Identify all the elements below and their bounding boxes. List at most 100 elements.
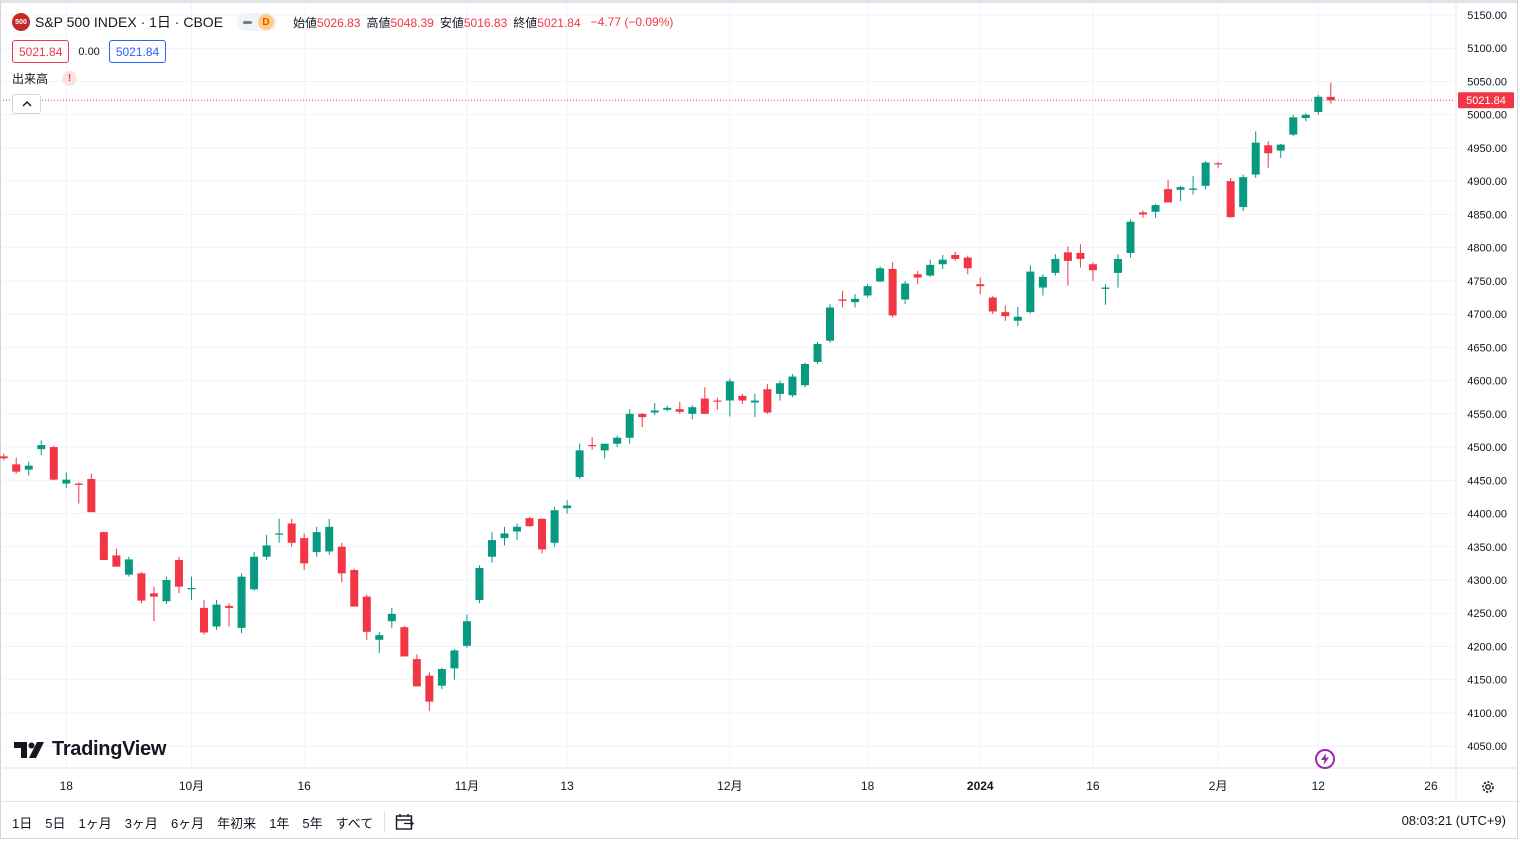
volume-label[interactable]: 出来高 <box>12 72 49 86</box>
candle-body <box>1251 142 1260 175</box>
candle <box>287 518 296 547</box>
last-price-text: 5021.84 <box>1466 95 1506 107</box>
candle <box>1051 254 1060 276</box>
candle <box>375 631 384 654</box>
candle <box>362 594 371 640</box>
candle-body <box>362 596 371 632</box>
candle-body <box>1013 316 1022 321</box>
symbol-title[interactable]: S&P 500 INDEX · 1日 · CBOE <box>35 14 224 30</box>
lightning-icon[interactable] <box>1315 749 1335 769</box>
candle-body <box>99 532 108 561</box>
candle <box>250 552 259 591</box>
candle <box>212 599 221 630</box>
y-tick-label: 4150.00 <box>1467 675 1507 687</box>
candle-body <box>1126 221 1135 253</box>
toolbar-divider <box>384 811 386 833</box>
visibility-pill[interactable]: D <box>237 13 278 31</box>
y-tick-label: 4700.00 <box>1467 309 1507 321</box>
range-5d[interactable]: 5日 <box>45 815 66 831</box>
candle-body <box>963 257 972 269</box>
y-tick-label: 4650.00 <box>1467 342 1507 354</box>
y-tick-label: 4500.00 <box>1467 442 1507 454</box>
sell-price-button[interactable]: 5021.84 <box>12 40 70 63</box>
y-tick-label: 4850.00 <box>1467 209 1507 221</box>
candle <box>400 625 409 657</box>
range-1m[interactable]: 1ヶ月 <box>78 815 112 831</box>
candle-body <box>425 675 434 702</box>
y-tick-label: 4300.00 <box>1467 575 1507 587</box>
range-5y[interactable]: 5年 <box>302 815 323 831</box>
candle <box>1176 185 1185 202</box>
symbol-logo[interactable]: 500 <box>12 13 30 31</box>
price-axis[interactable]: 5150.00 5100.00 5050.00 5000.00 4950.00 4900.… <box>1467 10 1507 753</box>
candle <box>650 403 659 416</box>
last-price-tag <box>1458 92 1514 109</box>
candle <box>1301 113 1310 122</box>
candle <box>813 342 822 364</box>
calendar-range-icon[interactable] <box>395 813 415 831</box>
candle-body <box>1301 114 1310 119</box>
candle-body <box>200 607 209 633</box>
candle <box>1101 284 1110 305</box>
buy-price-button[interactable]: 5021.84 <box>108 40 167 63</box>
candle-body <box>62 479 71 484</box>
candle <box>675 401 684 414</box>
x-tick-label: 13 <box>560 779 574 793</box>
candle <box>976 277 985 295</box>
candle <box>1251 131 1260 178</box>
clock-timezone[interactable]: 08:03:21 (UTC+9) <box>1401 813 1506 828</box>
candle <box>1314 94 1323 115</box>
x-tick-label: 16 <box>298 779 312 793</box>
y-tick-label: 5150.00 <box>1467 10 1507 22</box>
candle-body <box>563 505 572 509</box>
candle-body <box>1101 287 1110 289</box>
candle <box>1276 143 1285 158</box>
range-1y[interactable]: 1年 <box>269 815 290 831</box>
bid-ask-row: 5021.84 0.00 5021.84 <box>12 40 167 63</box>
candle <box>550 506 559 547</box>
candle <box>525 516 534 527</box>
candle <box>538 518 547 554</box>
x-tick-label: 2024 <box>967 779 994 793</box>
tradingview-logo[interactable]: TradingView <box>14 738 166 761</box>
candle-body <box>1176 187 1185 190</box>
x-tick-label: 18 <box>60 779 74 793</box>
range-3m[interactable]: 3ヶ月 <box>124 815 158 831</box>
candles <box>0 82 1335 711</box>
candle-body <box>725 381 734 401</box>
candle <box>1164 179 1173 203</box>
y-tick-label: 4600.00 <box>1467 376 1507 388</box>
candle-body <box>1001 312 1010 317</box>
candle <box>1201 161 1210 190</box>
candle <box>1264 141 1273 168</box>
chart-canvas[interactable]: 5150.005100.005050.005000.004950.004900.… <box>0 0 1520 800</box>
grid <box>3 4 1518 800</box>
candle <box>638 413 647 428</box>
time-axis[interactable]: 18 10月 16 11月 13 12月 18 2024 16 2月 12 26 <box>60 779 1438 793</box>
candle <box>37 440 46 456</box>
candle-body <box>1289 117 1298 135</box>
candle <box>826 304 835 343</box>
candle <box>625 409 634 444</box>
candle <box>475 565 484 604</box>
warning-icon[interactable]: ! <box>62 71 78 86</box>
range-ytd[interactable]: 年初来 <box>217 815 257 831</box>
interval-badge[interactable]: D <box>258 14 275 30</box>
candle-body <box>1276 144 1285 151</box>
candle-body <box>375 635 384 640</box>
range-1d[interactable]: 1日 <box>12 815 33 831</box>
candle <box>700 387 709 414</box>
x-tick-label: 12月 <box>717 779 742 793</box>
candle-body <box>638 413 647 418</box>
ohlc-high: 高値5048.39 <box>366 15 434 30</box>
range-6m[interactable]: 6ヶ月 <box>170 815 205 831</box>
candle-body <box>588 445 597 447</box>
ohlc-low: 安値5016.83 <box>439 15 508 30</box>
candle <box>162 576 171 604</box>
candle-body <box>74 483 83 485</box>
collapse-legend-button[interactable] <box>12 94 41 114</box>
candle-body <box>462 621 471 646</box>
range-all[interactable]: すべて <box>335 815 374 831</box>
gear-icon[interactable] <box>1480 779 1496 795</box>
candle <box>300 533 309 571</box>
